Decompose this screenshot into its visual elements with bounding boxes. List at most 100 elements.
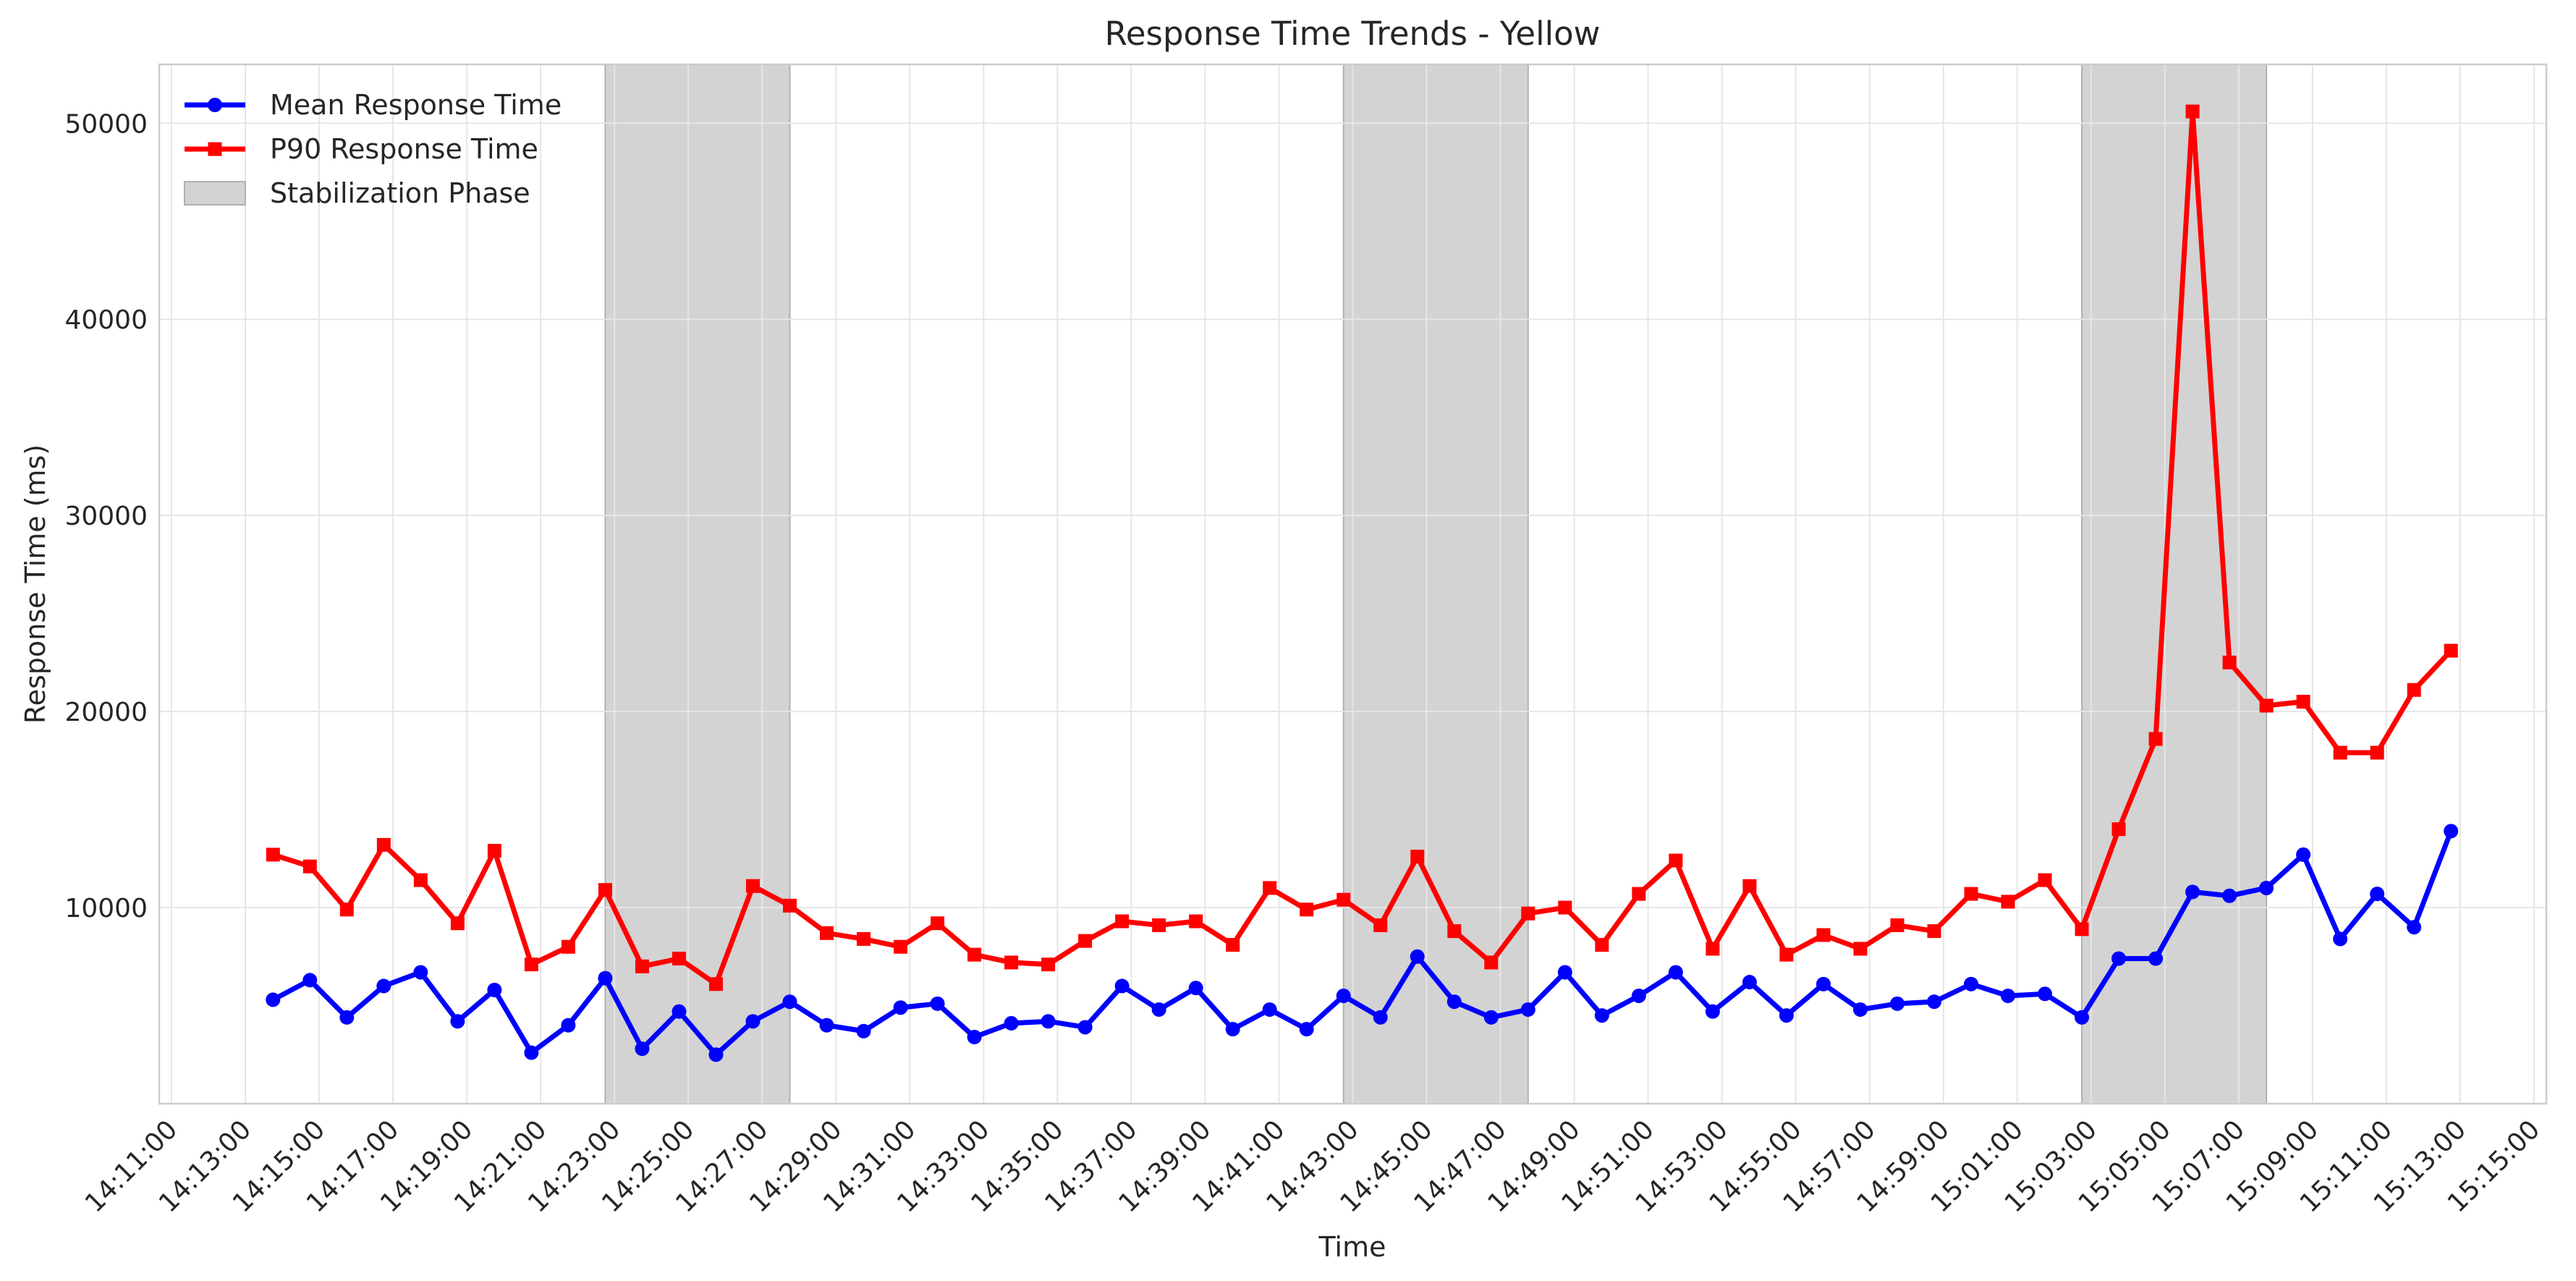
legend-label-3: Stabilization Phase: [270, 177, 530, 209]
series-2-point-21: [1004, 955, 1019, 970]
series-1-point-2: [302, 973, 318, 988]
series-1-point-39: [1668, 965, 1683, 980]
series-2-point-32: [1410, 850, 1425, 864]
stabilization-phase-band-3: [2081, 64, 2268, 1104]
series-2-point-41: [1742, 879, 1757, 893]
series-1-point-59: [2407, 920, 2422, 935]
y-axis-ticks: 10000 20000 30000 40000 50000: [64, 109, 148, 923]
series-1-point-46: [1926, 994, 1941, 1010]
series-1-point-60: [2444, 824, 2459, 839]
series-2-point-14: [745, 879, 760, 893]
series-1-point-15: [782, 994, 797, 1010]
legend-swatch-3: [184, 181, 246, 206]
series-1-point-4: [376, 978, 391, 994]
series-2-point-47: [1964, 887, 1978, 901]
series-1-point-26: [1188, 981, 1203, 996]
series-1-point-9: [561, 1018, 576, 1033]
series-1-point-51: [2111, 951, 2127, 966]
series-2-point-36: [1558, 900, 1572, 915]
series-2-point-7: [487, 843, 501, 858]
series-2-point-22: [1041, 957, 1056, 972]
series-1-point-1: [266, 992, 281, 1007]
series-1-point-12: [671, 1004, 687, 1019]
series-2-point-9: [561, 939, 575, 954]
series-2-point-55: [2259, 698, 2274, 713]
series-2-point-48: [2001, 895, 2015, 909]
series-1-point-23: [1077, 1020, 1093, 1035]
series-1-point-54: [2222, 888, 2237, 903]
series-1-point-45: [1889, 996, 1905, 1011]
series-2-point-46: [1927, 924, 1941, 939]
series-1-point-10: [598, 971, 613, 986]
stabilization-phase-band-1: [604, 64, 791, 1104]
series-1-point-3: [339, 1010, 355, 1025]
series-1-point-38: [1631, 988, 1646, 1003]
series-2-point-15: [783, 898, 797, 913]
series-1-point-32: [1410, 949, 1425, 964]
series-2-point-53: [2185, 104, 2200, 119]
series-2-point-54: [2222, 655, 2237, 669]
series-1-point-49: [2038, 986, 2053, 1002]
series-2-point-43: [1816, 928, 1831, 942]
series-1-point-21: [1004, 1015, 1019, 1031]
legend-label-1: Mean Response Time: [270, 89, 562, 121]
series-2-point-37: [1595, 938, 1609, 952]
chart-title: Response Time Trends - Yellow: [1105, 14, 1601, 53]
legend-swatch-marker-2: [208, 142, 222, 156]
series-1-point-27: [1225, 1022, 1240, 1037]
y-tick-label-3: 30000: [64, 502, 148, 531]
series-1-point-48: [2001, 988, 2016, 1003]
series-2-point-24: [1115, 914, 1130, 929]
y-tick-label-5: 50000: [64, 109, 148, 139]
series-2-point-60: [2444, 643, 2458, 658]
series-2-point-35: [1521, 906, 1535, 921]
series-2-point-11: [635, 959, 649, 973]
series-2-point-23: [1078, 934, 1093, 948]
series-2-point-28: [1263, 881, 1277, 895]
series-2-point-58: [2370, 745, 2384, 760]
series-2-point-2: [302, 859, 317, 874]
series-2-point-16: [820, 926, 834, 940]
legend: Mean Response Time P90 Response Time Stabi…: [184, 89, 562, 209]
series-2-point-27: [1226, 938, 1240, 952]
series-2-point-25: [1152, 918, 1166, 932]
series-2-point-30: [1336, 892, 1351, 907]
series-1-point-55: [2259, 880, 2274, 895]
series-1-point-20: [967, 1029, 982, 1044]
series-1-point-5: [413, 965, 428, 980]
series-1-point-33: [1446, 994, 1462, 1010]
series-2-point-3: [339, 902, 354, 917]
series-2-point-42: [1779, 947, 1794, 962]
series-1-point-24: [1114, 978, 1130, 994]
series-1-point-6: [450, 1014, 465, 1029]
series-2-point-51: [2111, 822, 2126, 837]
series-1-point-40: [1705, 1004, 1720, 1019]
series-2-point-56: [2296, 695, 2310, 709]
series-1-point-37: [1594, 1008, 1609, 1023]
series-1-point-36: [1557, 965, 1572, 980]
y-tick-label-2: 20000: [64, 698, 148, 727]
series-1-point-35: [1520, 1002, 1535, 1017]
series-line-2: [272, 109, 2453, 987]
series-2-point-10: [598, 883, 612, 897]
series-2-point-33: [1447, 924, 1462, 939]
series-1-point-18: [893, 1000, 908, 1015]
series-1-point-41: [1742, 975, 1757, 990]
series-2-point-1: [266, 847, 280, 862]
series-1-point-16: [819, 1018, 834, 1033]
series-2-point-59: [2407, 682, 2421, 697]
y-tick-label-4: 40000: [64, 305, 148, 335]
series-2-point-20: [967, 947, 982, 962]
series-2-point-50: [2075, 922, 2089, 937]
series-2-point-52: [2148, 732, 2163, 746]
series-2-point-12: [671, 952, 686, 966]
series-2-point-29: [1300, 902, 1314, 917]
series-2-point-34: [1484, 955, 1499, 970]
series-1-point-56: [2296, 847, 2311, 862]
series-1-point-14: [745, 1014, 760, 1029]
stabilization-phase-layer: [604, 64, 2268, 1104]
series-1-point-19: [930, 996, 945, 1011]
series-1-point-11: [635, 1041, 650, 1057]
